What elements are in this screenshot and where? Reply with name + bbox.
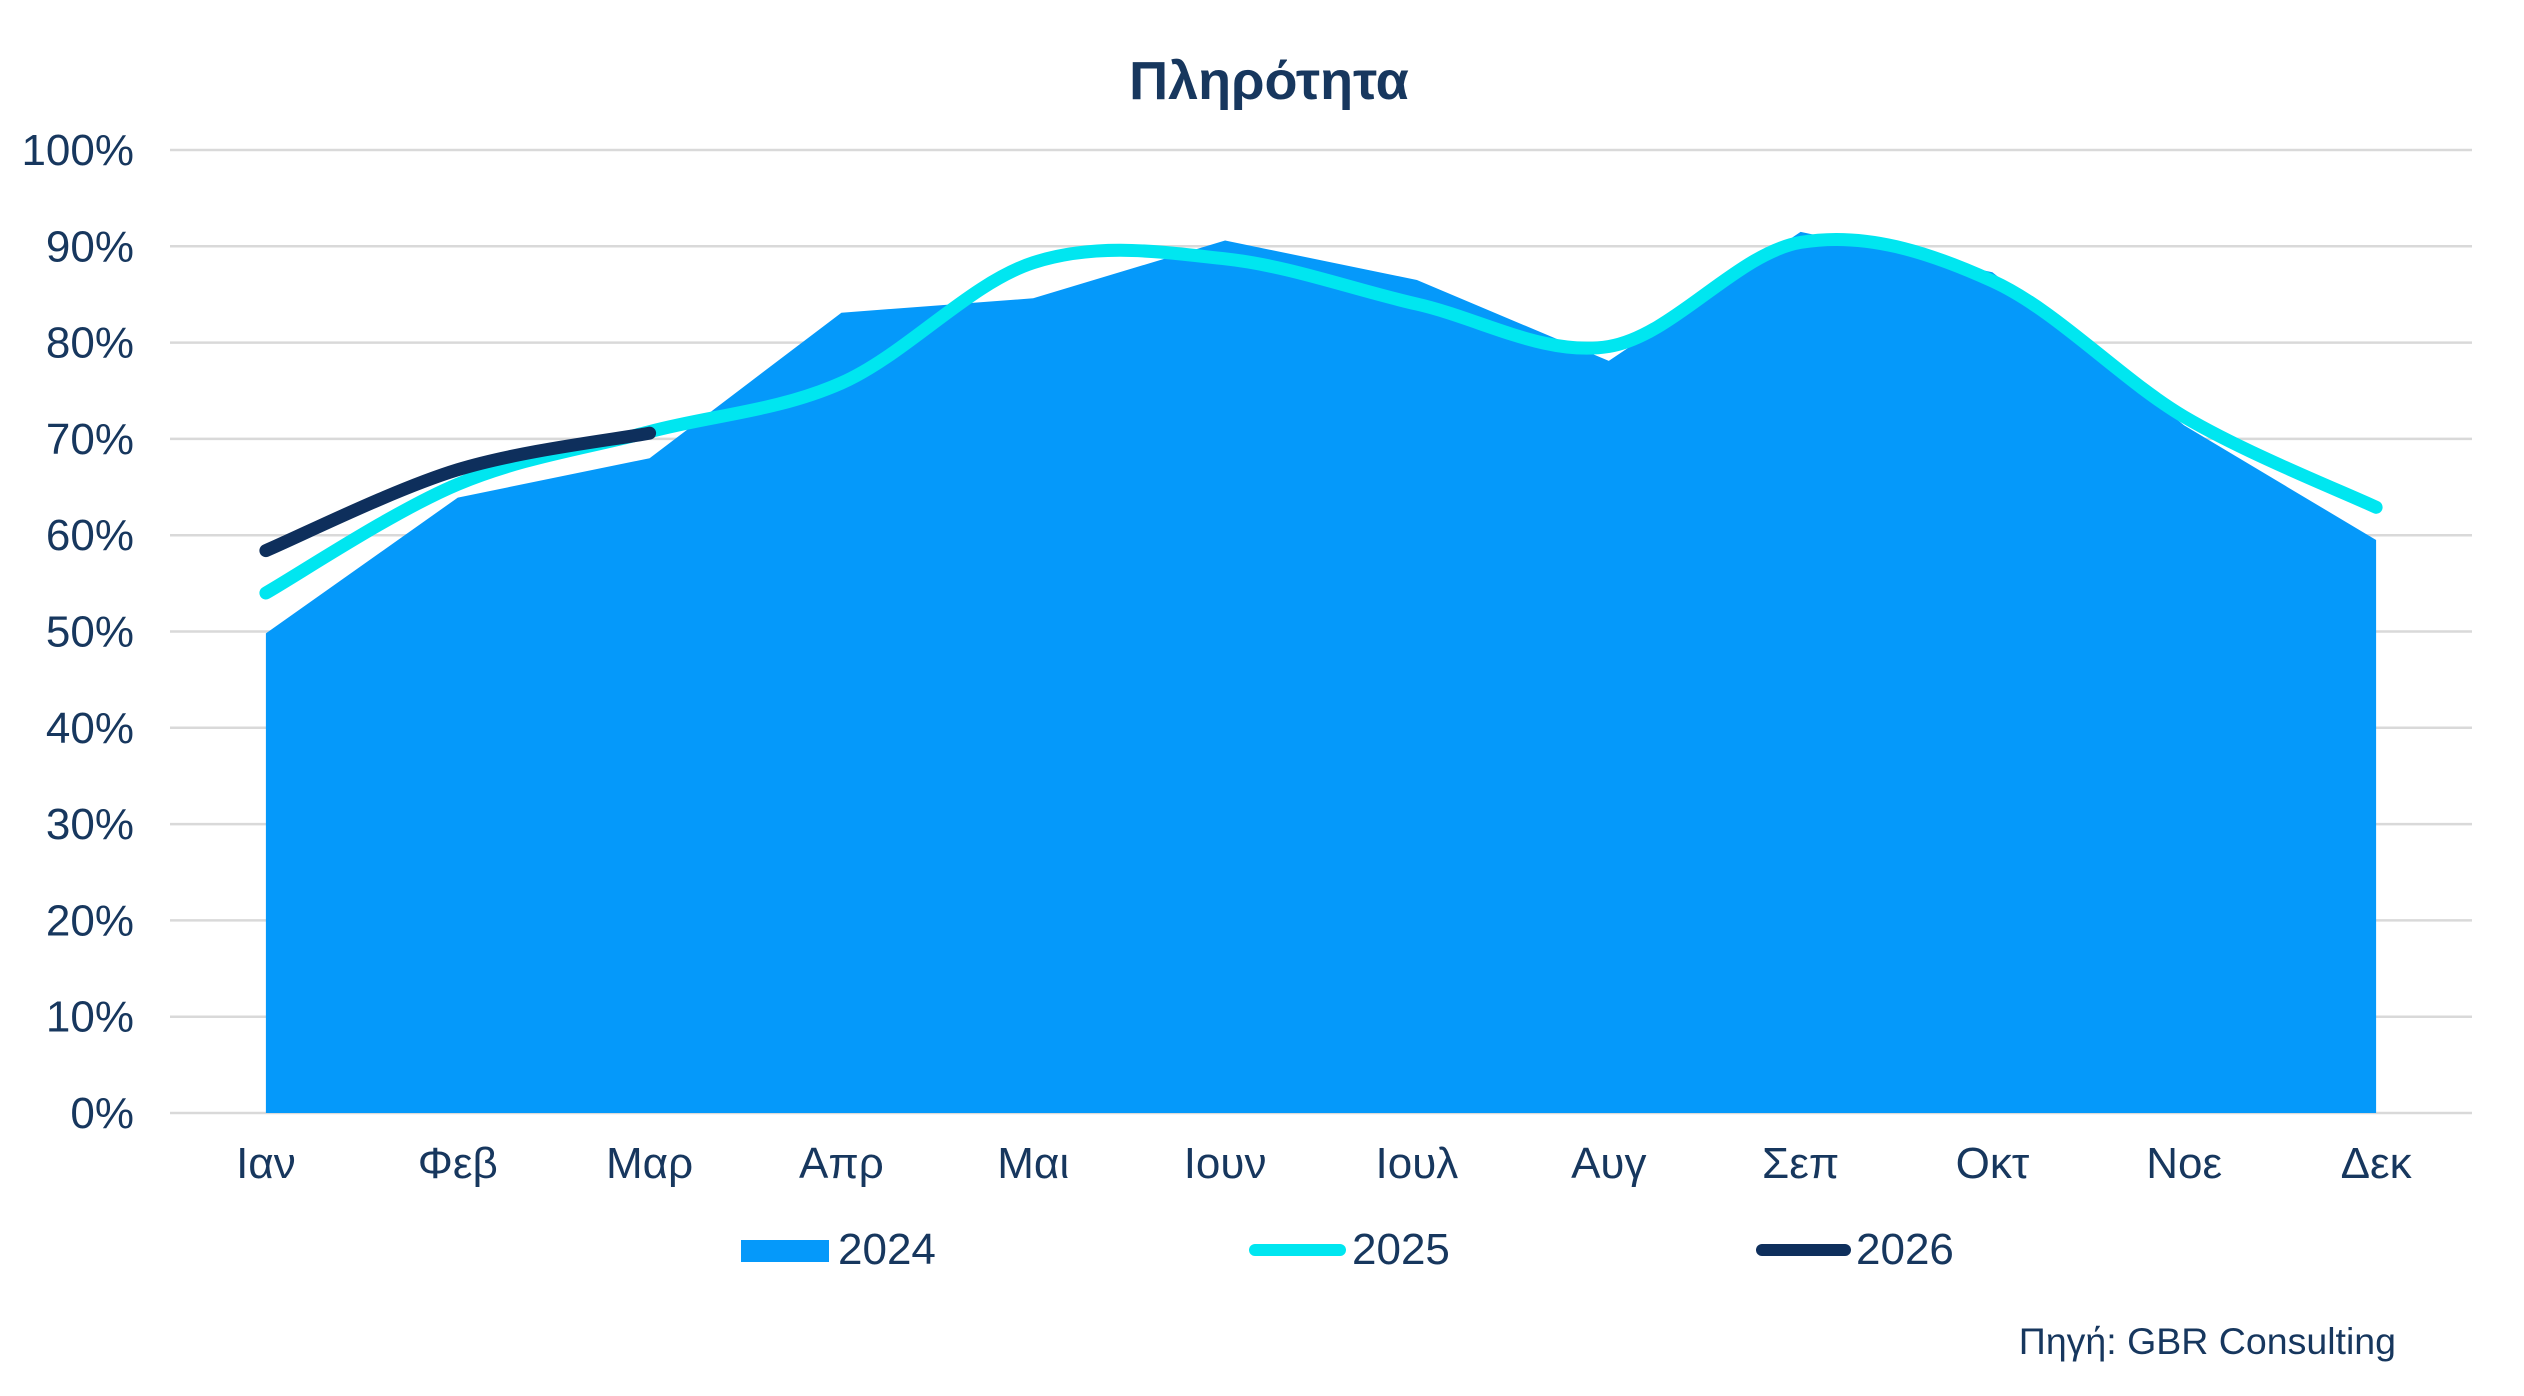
svg-text:Δεκ: Δεκ [2341, 1139, 2413, 1188]
svg-text:100%: 100% [21, 126, 134, 175]
svg-text:Σεπ: Σεπ [1762, 1139, 1839, 1188]
svg-text:10%: 10% [46, 993, 134, 1042]
svg-text:Νοε: Νοε [2146, 1139, 2222, 1188]
svg-text:Μαρ: Μαρ [606, 1139, 693, 1188]
svg-text:Απρ: Απρ [799, 1139, 884, 1188]
svg-text:60%: 60% [46, 511, 134, 560]
svg-text:0%: 0% [70, 1089, 134, 1138]
svg-text:2025: 2025 [1352, 1225, 1450, 1274]
svg-text:Πληρότητα: Πληρότητα [1129, 51, 1409, 111]
svg-text:2026: 2026 [1856, 1225, 1954, 1274]
svg-text:Φεβ: Φεβ [418, 1139, 498, 1188]
svg-text:2024: 2024 [838, 1225, 936, 1274]
svg-text:Οκτ: Οκτ [1956, 1139, 2030, 1188]
svg-text:Ιουλ: Ιουλ [1376, 1139, 1459, 1188]
svg-text:Αυγ: Αυγ [1571, 1139, 1646, 1188]
svg-text:70%: 70% [46, 415, 134, 464]
svg-text:90%: 90% [46, 222, 134, 271]
svg-text:30%: 30% [46, 800, 134, 849]
svg-text:Πηγή: GBR Consulting: Πηγή: GBR Consulting [2019, 1320, 2396, 1362]
svg-text:Ιαν: Ιαν [236, 1139, 296, 1188]
svg-text:20%: 20% [46, 896, 134, 945]
svg-text:40%: 40% [46, 704, 134, 753]
svg-text:80%: 80% [46, 319, 134, 368]
svg-text:50%: 50% [46, 608, 134, 657]
svg-text:Μαι: Μαι [997, 1139, 1069, 1188]
svg-text:Ιουν: Ιουν [1184, 1139, 1267, 1188]
